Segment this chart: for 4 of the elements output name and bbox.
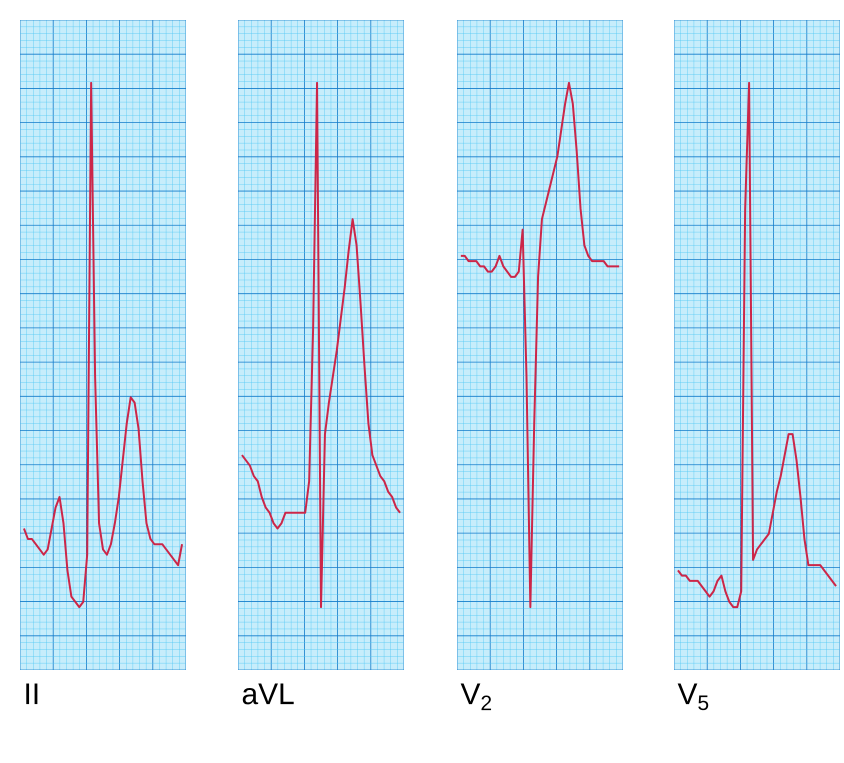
x-axis-title: II (26, 684, 38, 704)
x-axis-title: aVL (242, 684, 294, 704)
x-axis-title: V$_{2}$ (460, 684, 492, 710)
x-axis-title: V$_{5}$ (678, 684, 708, 710)
